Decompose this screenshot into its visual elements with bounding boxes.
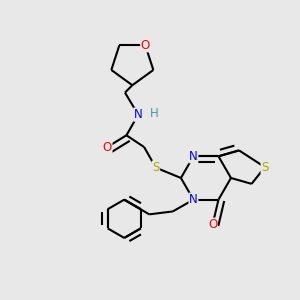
Text: S: S [152,161,160,174]
Text: S: S [261,160,268,174]
Text: O: O [208,218,217,231]
Text: H: H [150,107,159,120]
Text: O: O [141,39,150,52]
Text: N: N [134,108,142,121]
Text: N: N [189,193,198,206]
Text: O: O [103,141,112,154]
Text: N: N [189,150,198,163]
